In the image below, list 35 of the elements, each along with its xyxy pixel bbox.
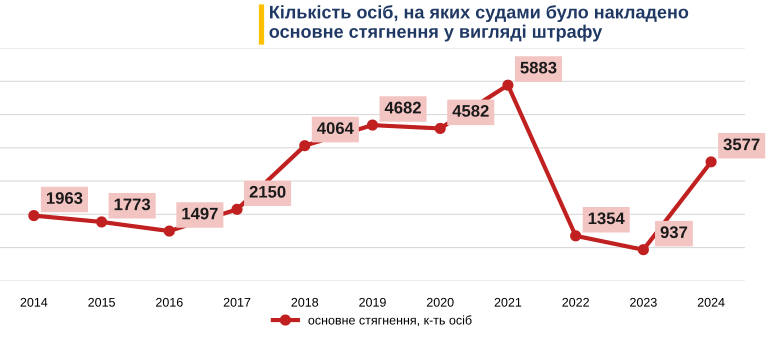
x-tick-label: 2023 [630,298,657,307]
x-tick-label: 2020 [426,298,454,307]
data-label: 1773 [114,198,150,210]
x-tick-label: 2022 [562,298,589,307]
x-tick-label: 2019 [359,298,386,307]
data-label: 4582 [452,105,489,117]
point [638,244,649,256]
point [434,122,446,134]
data-label: 3577 [724,138,760,150]
x-tick-label: 2017 [224,298,250,307]
data-label: 1354 [588,212,625,224]
point [366,120,378,131]
point [231,204,243,215]
legend-label: основне стягнення, к-ть осіб [308,315,472,326]
point [96,216,108,228]
data-label: 5883 [520,62,556,74]
point [299,140,310,152]
x-tick-label: 2015 [88,298,115,307]
point [164,226,175,237]
x-tick-label: 2014 [20,298,48,307]
point [502,80,514,91]
point [706,156,717,168]
chart-title: Кількість осіб, на яких судами було накладено основне стягнення у вигляді штрафу [270,5,688,42]
x-tick-label: 2016 [156,298,183,307]
data-label: 2150 [250,186,286,198]
data-label: 1497 [182,208,218,220]
data-label: 937 [660,226,688,238]
point [570,230,582,242]
data-label: 1963 [46,192,82,204]
data-label: 4682 [384,102,421,114]
x-tick-label: 2024 [698,298,725,307]
x-tick-label: 2021 [494,298,522,307]
point [28,210,40,222]
data-label: 4064 [317,122,354,134]
x-tick-label: 2018 [291,298,318,307]
